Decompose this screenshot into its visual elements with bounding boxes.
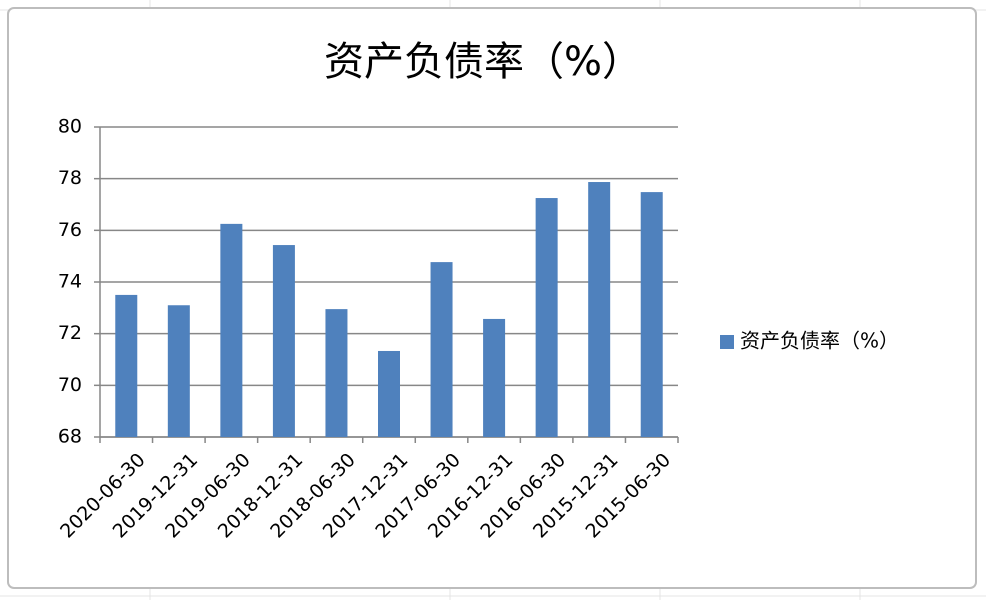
- y-tick-label: 68: [58, 426, 82, 448]
- y-tick-label: 80: [58, 116, 82, 138]
- bar: [588, 182, 611, 437]
- legend-swatch: [720, 335, 734, 349]
- legend-label: 资产负债率（%）: [740, 329, 899, 353]
- y-tick-label: 74: [58, 271, 82, 293]
- y-tick-label: 72: [58, 322, 82, 344]
- chart-title: 资产负债率（%）: [324, 39, 642, 85]
- bar: [167, 305, 190, 437]
- bar: [325, 309, 348, 437]
- bar: [378, 350, 400, 437]
- bar: [220, 223, 243, 437]
- bar: [640, 192, 663, 437]
- bar: [272, 245, 295, 437]
- y-tick-label: 70: [58, 374, 82, 396]
- y-tick-label: 76: [58, 219, 82, 241]
- bar: [430, 262, 453, 437]
- bar: [483, 318, 506, 437]
- y-tick-label: 78: [58, 167, 82, 189]
- chart-frame: [7, 7, 977, 589]
- bar: [115, 294, 138, 437]
- bar: [535, 198, 558, 437]
